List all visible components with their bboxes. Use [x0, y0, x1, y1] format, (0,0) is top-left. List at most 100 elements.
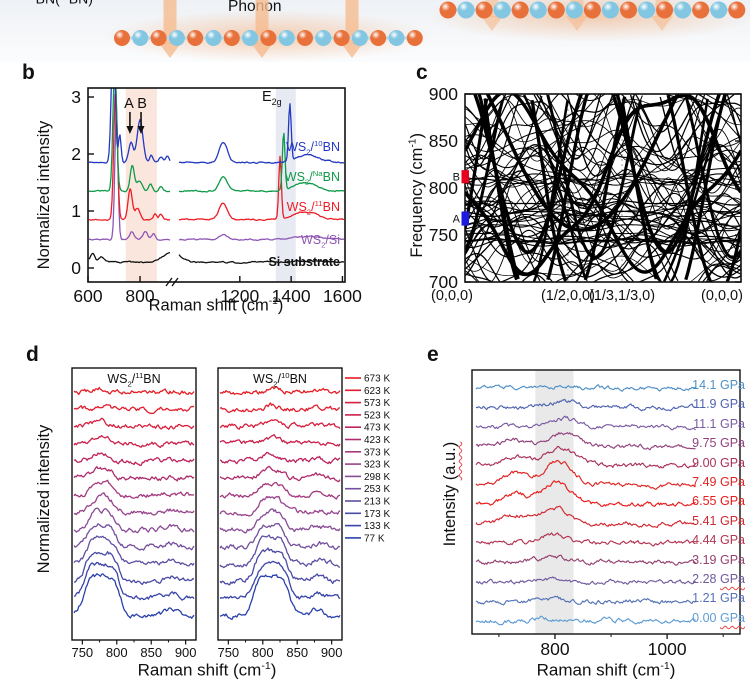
nitrogen-atom [278, 30, 295, 46]
svg-text:523 K: 523 K [364, 410, 390, 421]
phonon-arrow-icon [159, 43, 181, 58]
pressure-label: 7.49 GPa [692, 475, 745, 489]
svg-text:573 K: 573 K [364, 398, 390, 409]
boron-atom [439, 1, 457, 19]
svg-text:1: 1 [71, 201, 81, 221]
e2g-mode-label: E2g [262, 89, 282, 107]
svg-text:(0,0,0): (0,0,0) [431, 288, 473, 304]
svg-text:623 K: 623 K [364, 386, 390, 397]
svg-text:298 K: 298 K [364, 472, 390, 483]
phonon-arrow-icon [651, 16, 673, 31]
svg-text:(0,0,0): (0,0,0) [701, 288, 743, 304]
panel-b-x-axis-label: Raman shift (cm-1) [148, 296, 284, 315]
boron-atom [260, 30, 277, 46]
svg-text:A: A [124, 96, 134, 112]
svg-text:800: 800 [125, 286, 154, 306]
boron-atom [728, 1, 746, 19]
boron-atom [406, 30, 423, 46]
svg-text:750: 750 [429, 225, 458, 245]
panel-d-y-axis-label: Normalized intensity [34, 424, 53, 574]
svg-text:800: 800 [106, 645, 128, 660]
svg-text:900: 900 [429, 84, 458, 104]
svg-text:133 K: 133 K [364, 521, 390, 532]
nitrogen-atom [601, 1, 619, 19]
panel-d-title-11bn: WS2/11BN [107, 371, 161, 389]
boron-atom [583, 1, 601, 19]
svg-text:(1/3,1/3,0): (1/3,1/3,0) [589, 288, 655, 304]
nitrogen-atom [242, 30, 259, 46]
panel-a-corner-label: 10BN(11BN) [26, 0, 93, 7]
svg-text:0: 0 [71, 258, 81, 278]
nitrogen-atom [710, 1, 728, 19]
phonon-arrow-icon [341, 43, 363, 58]
boron-atom [620, 1, 637, 19]
pressure-label: 9.00 GPa [692, 455, 745, 470]
panel-b-chart: 0 1 2 3 600 800 1200 1400 1600 A B [71, 87, 362, 306]
panel-letter-c: c [416, 61, 428, 84]
nitrogen-atom [205, 30, 222, 46]
pressure-label: 4.44 GPa [692, 533, 745, 548]
svg-text:750: 750 [71, 645, 93, 660]
pressure-label: 11.9 GPa [693, 397, 745, 412]
boron-atom [333, 30, 350, 46]
nitrogen-atom [493, 1, 511, 19]
svg-text:600: 600 [73, 286, 102, 306]
series-label-ws2-nabn: WS2/NaBN [284, 169, 340, 187]
nitrogen-atom [168, 30, 185, 46]
boron-atom [475, 1, 493, 19]
nitrogen-atom [674, 1, 692, 19]
svg-text:B: B [137, 96, 147, 112]
pressure-label: 9.75 GPa [692, 436, 745, 451]
boron-atom [223, 30, 240, 46]
series-label-ws2-11bn: WS2/11BN [286, 199, 340, 217]
nitrogen-atom [565, 1, 583, 19]
boron-atom [114, 30, 130, 46]
pressure-label: 6.55 GPa [692, 494, 745, 509]
nitrogen-atom [638, 1, 656, 19]
nitrogen-atom [132, 30, 149, 46]
panel-d-x-axis-label: Raman shift (cm-1) [137, 660, 277, 680]
svg-text:373 K: 373 K [364, 447, 390, 458]
boron-atom [547, 1, 565, 19]
svg-text:700: 700 [429, 272, 458, 292]
svg-text:213 K: 213 K [364, 497, 390, 508]
svg-text:850: 850 [429, 131, 458, 151]
series-label-ws2-10bn: WS2/10BN [286, 139, 340, 157]
svg-text:1400: 1400 [272, 286, 311, 306]
svg-text:B: B [453, 172, 460, 184]
series-label-ws2-si: WS2/Si [300, 233, 340, 250]
svg-text:1600: 1600 [323, 286, 362, 306]
annotation-arrow-icon [126, 126, 134, 134]
svg-text:473 K: 473 K [364, 423, 390, 434]
boron-atom [187, 30, 204, 46]
svg-text:750: 750 [217, 645, 239, 660]
panel-letter-b: b [22, 61, 35, 84]
nitrogen-atom [315, 30, 332, 46]
svg-text:253 K: 253 K [364, 484, 390, 495]
phonon-arrow-icon [566, 16, 588, 31]
nitrogen-atom [351, 30, 368, 46]
pressure-label: 14.1 GPa [692, 378, 745, 392]
pressure-label: 3.19 GPa [692, 552, 745, 567]
svg-text:800: 800 [429, 178, 458, 198]
svg-text:2: 2 [71, 144, 81, 164]
panel-b-y-axis-label: Normalized intensity [34, 120, 53, 270]
panel-e-chart: 800 1000 [471, 369, 741, 659]
mode-marker-b [461, 170, 469, 184]
pressure-label: 0.00 GPa [692, 610, 745, 625]
boron-atom [692, 1, 710, 19]
pressure-label: 11.1 GPa [693, 416, 745, 431]
svg-text:900: 900 [175, 645, 197, 660]
svg-text:800: 800 [540, 639, 569, 659]
pressure-label: 2.28 GPa [692, 572, 745, 586]
panel-e-x-axis-label: Raman shift (cm-1) [536, 660, 676, 680]
boron-atom [511, 1, 529, 19]
svg-text:850: 850 [140, 645, 162, 660]
panel-c-chart: 700 750 800 850 900 (0,0,0) (1/2,0,0)(1/3,1/3,… [429, 84, 743, 304]
boron-atom [656, 1, 674, 19]
svg-text:1000: 1000 [648, 639, 687, 659]
panel-c-y-axis-label: Frequency (cm-1) [407, 133, 427, 258]
panel-e-y-axis-label: Intensity (a.u.) [440, 441, 459, 547]
